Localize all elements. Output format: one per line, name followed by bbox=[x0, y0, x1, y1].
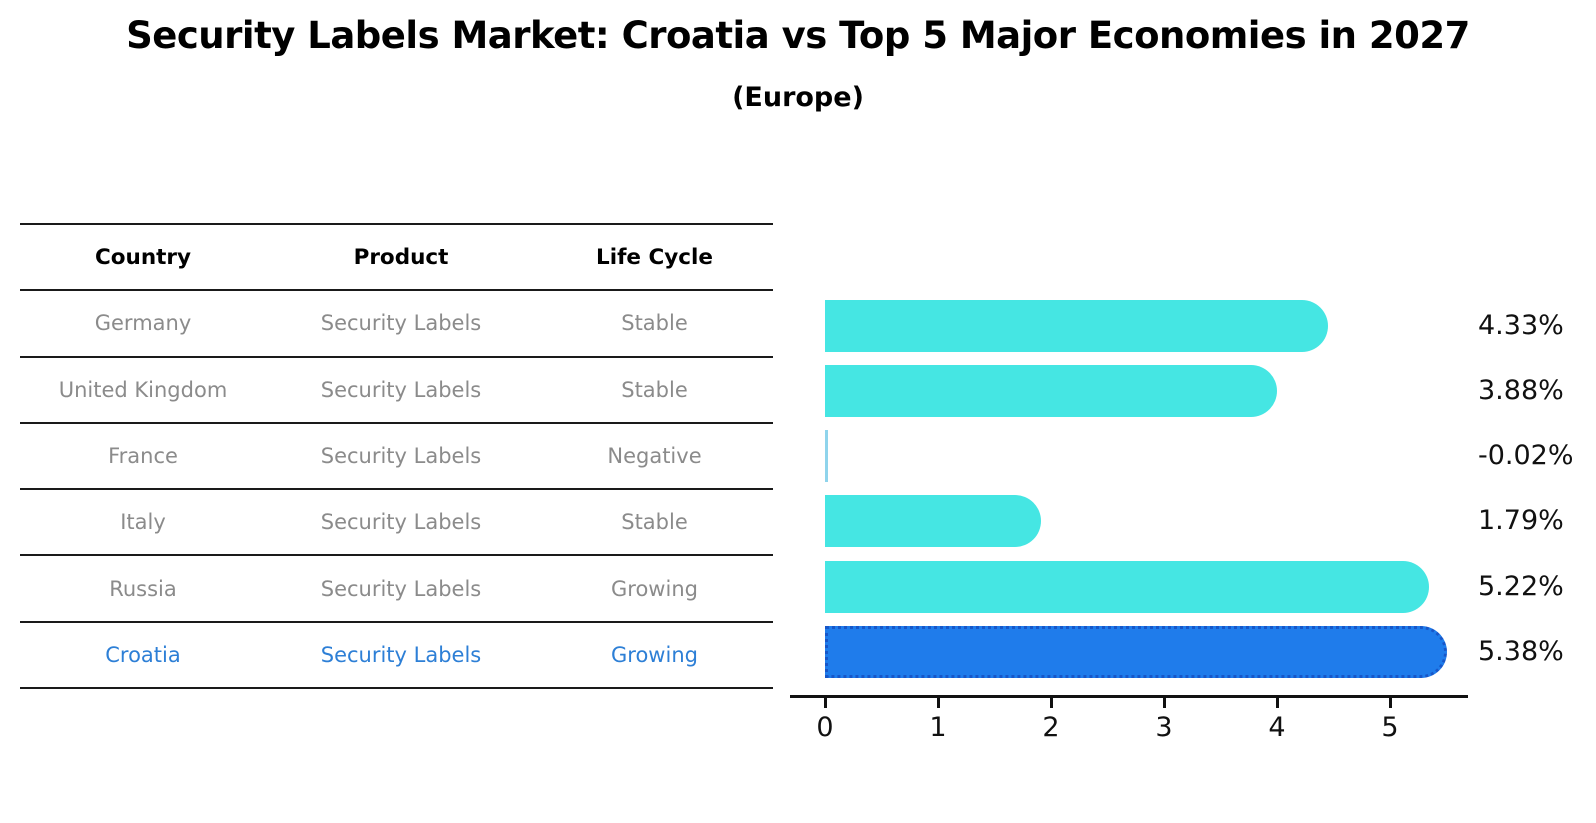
cell-life-cycle: Growing bbox=[611, 642, 698, 667]
x-axis-tick-5 bbox=[1388, 698, 1392, 708]
x-axis-tick-label-4: 4 bbox=[1268, 712, 1286, 743]
bar-france bbox=[825, 430, 828, 482]
cell-product: Security Labels bbox=[320, 377, 482, 402]
cell-country: Russia bbox=[109, 576, 177, 601]
table-row-italy: Italy Security Labels Stable bbox=[20, 490, 773, 557]
cell-country: France bbox=[108, 444, 178, 469]
bar-chart: 4.33% 3.88% -0.02% 1.79% 5.22% 5.38% 0 1 2 3 4 5 bbox=[760, 280, 1596, 760]
cell-product: Security Labels bbox=[320, 311, 482, 336]
x-axis-tick-0 bbox=[823, 698, 827, 708]
cell-product: Security Labels bbox=[320, 576, 482, 601]
table-row-united-kingdom: United Kingdom Security Labels Stable bbox=[20, 358, 773, 424]
chart-subtitle: (Europe) bbox=[732, 82, 864, 113]
table-row-russia: Russia Security Labels Growing bbox=[20, 556, 773, 623]
table-row-germany: Germany Security Labels Stable bbox=[20, 291, 773, 358]
bar-russia bbox=[825, 561, 1429, 613]
x-axis-tick-2 bbox=[1049, 698, 1053, 708]
x-axis-tick-1 bbox=[936, 698, 940, 708]
cell-product: Security Labels bbox=[320, 510, 482, 535]
x-axis-tick-label-3: 3 bbox=[1155, 712, 1173, 743]
column-header-life-cycle: Life Cycle bbox=[596, 244, 713, 270]
cell-life-cycle: Negative bbox=[607, 444, 702, 469]
value-label-united-kingdom: 3.88% bbox=[1478, 375, 1564, 406]
cell-life-cycle: Growing bbox=[611, 576, 698, 601]
bar-united-kingdom bbox=[825, 365, 1278, 417]
chart-title: Security Labels Market: Croatia vs Top 5… bbox=[126, 14, 1470, 57]
value-label-italy: 1.79% bbox=[1478, 505, 1564, 536]
value-label-russia: 5.22% bbox=[1478, 571, 1564, 602]
cell-country: Croatia bbox=[105, 642, 181, 667]
value-label-france: -0.02% bbox=[1478, 440, 1574, 471]
cell-product: Security Labels bbox=[320, 444, 482, 469]
table-row-france: France Security Labels Negative bbox=[20, 424, 773, 491]
cell-life-cycle: Stable bbox=[621, 311, 688, 336]
x-axis-tick-label-0: 0 bbox=[816, 712, 834, 743]
column-header-product: Product bbox=[353, 244, 449, 270]
country-table: Country Product Life Cycle Germany Security… bbox=[20, 223, 773, 690]
column-header-country: Country bbox=[94, 244, 192, 270]
cell-life-cycle: Stable bbox=[621, 510, 688, 535]
x-axis-tick-label-2: 2 bbox=[1042, 712, 1060, 743]
table-header-row: Country Product Life Cycle bbox=[20, 225, 773, 292]
bar-germany bbox=[825, 300, 1329, 352]
x-axis-tick-3 bbox=[1162, 698, 1166, 708]
x-axis-line bbox=[790, 695, 1468, 698]
cell-life-cycle: Stable bbox=[621, 377, 688, 402]
cell-product: Security Labels bbox=[320, 642, 482, 667]
x-axis-tick-label-1: 1 bbox=[929, 712, 947, 743]
bar-italy bbox=[825, 495, 1042, 547]
cell-country: Italy bbox=[120, 510, 166, 535]
cell-country: Germany bbox=[94, 311, 192, 336]
x-axis-tick-label-5: 5 bbox=[1381, 712, 1399, 743]
table-row-croatia: Croatia Security Labels Growing bbox=[20, 623, 773, 690]
value-label-croatia: 5.38% bbox=[1478, 636, 1564, 667]
table-body: Germany Security Labels Stable United Kingd… bbox=[20, 291, 773, 690]
value-label-germany: 4.33% bbox=[1478, 310, 1564, 341]
x-axis-tick-4 bbox=[1275, 698, 1279, 708]
cell-country: United Kingdom bbox=[58, 377, 228, 402]
bar-croatia bbox=[825, 626, 1447, 678]
